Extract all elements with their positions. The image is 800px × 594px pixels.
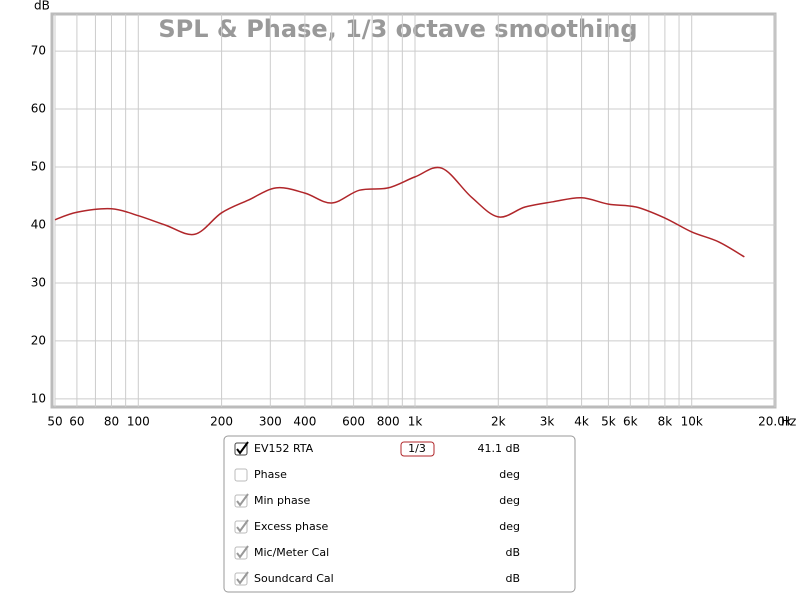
x-axis-label: Hz bbox=[781, 415, 796, 429]
x-tick-label: 5k bbox=[601, 415, 616, 429]
row-label: Soundcard Cal bbox=[254, 572, 334, 585]
check-mark bbox=[236, 519, 249, 533]
y-tick-label: 60 bbox=[31, 102, 46, 116]
x-tick-label: 100 bbox=[127, 415, 150, 429]
x-tick-label: 400 bbox=[293, 415, 316, 429]
row-unit: deg bbox=[499, 494, 520, 507]
check-mark bbox=[236, 493, 249, 507]
x-tick-label: 10k bbox=[681, 415, 703, 429]
row-unit: deg bbox=[499, 468, 520, 481]
x-tick-label: 50 bbox=[47, 415, 62, 429]
row-label: EV152 RTA bbox=[254, 442, 314, 455]
plot-frame bbox=[50, 12, 777, 409]
check-mark bbox=[236, 571, 249, 585]
x-tick-label: 800 bbox=[377, 415, 400, 429]
row-unit: dB bbox=[505, 546, 520, 559]
checkbox[interactable] bbox=[234, 468, 248, 482]
x-tick-label: 2k bbox=[491, 415, 506, 429]
row-unit: 41.1 dB bbox=[477, 442, 520, 455]
chart-title: SPL & Phase, 1/3 octave smoothing bbox=[158, 15, 637, 43]
x-tick-label: 8k bbox=[658, 415, 673, 429]
x-tick-label: 3k bbox=[540, 415, 555, 429]
smoothing-label: 1/3 bbox=[408, 442, 426, 455]
row-label: Excess phase bbox=[254, 520, 328, 533]
x-tick-label: 6k bbox=[623, 415, 638, 429]
y-axis-label: dB bbox=[34, 0, 50, 13]
check-mark bbox=[236, 441, 249, 455]
x-tick-label: 20.0k bbox=[758, 415, 792, 429]
y-tick-label: 40 bbox=[31, 217, 46, 231]
check-mark bbox=[236, 545, 249, 559]
x-tick-label: 200 bbox=[210, 415, 233, 429]
x-tick-label: 4k bbox=[574, 415, 589, 429]
smoothing-box[interactable] bbox=[400, 441, 435, 457]
x-tick-label: 600 bbox=[342, 415, 365, 429]
row-unit: deg bbox=[499, 520, 520, 533]
row-unit: dB bbox=[505, 572, 520, 585]
y-tick-label: 70 bbox=[31, 44, 46, 58]
y-tick-label: 30 bbox=[31, 275, 46, 289]
y-tick-label: 20 bbox=[31, 333, 46, 347]
y-tick-label: 10 bbox=[31, 391, 46, 405]
row-label: Mic/Meter Cal bbox=[254, 546, 329, 559]
data-line bbox=[54, 166, 745, 258]
x-tick-label: 1k bbox=[408, 415, 423, 429]
x-tick-label: 300 bbox=[259, 415, 282, 429]
y-tick-label: 50 bbox=[31, 160, 46, 174]
row-label: Phase bbox=[254, 468, 287, 481]
row-label: Min phase bbox=[254, 494, 310, 507]
x-tick-label: 60 bbox=[69, 415, 84, 429]
x-tick-label: 80 bbox=[104, 415, 119, 429]
legend-panel bbox=[223, 435, 576, 593]
